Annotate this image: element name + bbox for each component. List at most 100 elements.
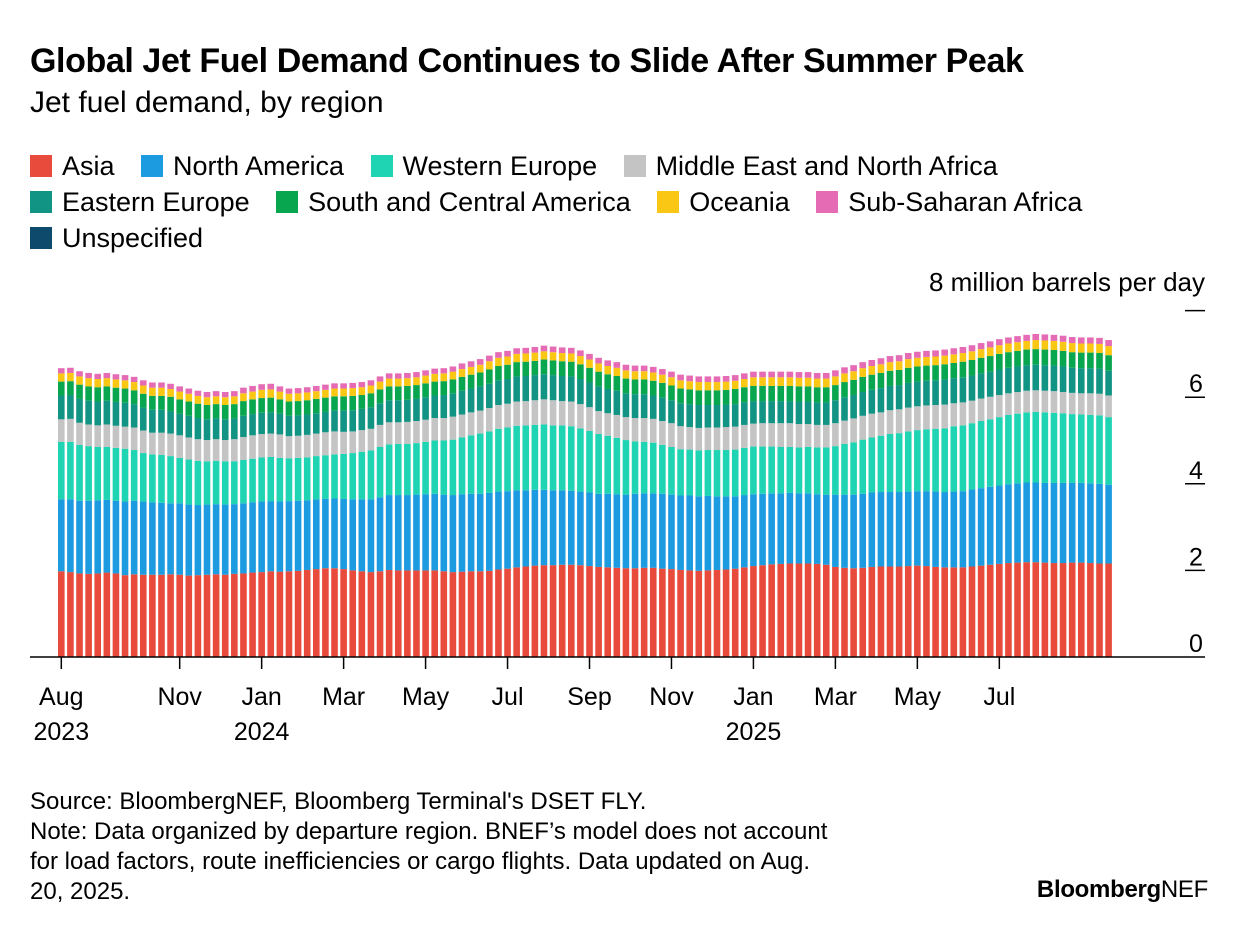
bar-segment-sub-saharan-africa <box>67 367 74 373</box>
bar-segment-asia <box>1059 563 1067 657</box>
bar-segment-eastern-europe <box>221 419 229 441</box>
bar-segment-south-and-central-america <box>604 374 612 389</box>
bar-segment-south-and-central-america <box>1105 355 1112 371</box>
bar-segment-south-and-central-america <box>704 390 712 405</box>
bar-segment-eastern-europe <box>431 395 438 418</box>
bar-segment-north-america <box>595 493 602 567</box>
bar-segment-oceania <box>367 385 375 394</box>
bar-segment-south-and-central-america <box>613 375 621 391</box>
bar-segment-eastern-europe <box>677 403 684 427</box>
bar-segment-western-europe <box>741 447 748 496</box>
bar-segment-sub-saharan-africa <box>504 350 511 357</box>
bar-segment-middle-east-and-north-africa <box>531 400 539 425</box>
bar-segment-asia <box>895 566 903 657</box>
bar-segment-eastern-europe <box>586 382 593 408</box>
bar-segment-asia <box>486 570 493 657</box>
bar-segment-western-europe <box>677 449 684 496</box>
bar-segment-asia <box>750 566 757 657</box>
bar-segment-north-america <box>58 499 65 572</box>
bar-segment-middle-east-and-north-africa <box>495 404 502 429</box>
bar-segment-asia <box>58 571 65 657</box>
bar-segment-north-america <box>877 492 885 567</box>
bar-segment-western-europe <box>1023 412 1030 483</box>
bar-segment-north-america <box>404 495 411 571</box>
bar-segment-sub-saharan-africa <box>58 368 65 374</box>
bar-segment-north-america <box>267 501 275 572</box>
bar-segment-middle-east-and-north-africa <box>194 439 202 461</box>
bar-segment-south-and-central-america <box>640 379 648 395</box>
bar-segment-south-and-central-america <box>914 366 921 382</box>
bar-segment-asia <box>577 565 584 657</box>
bar-segment-south-and-central-america <box>731 388 739 405</box>
bar-segment-asia <box>567 564 575 657</box>
x-tick-label-month: May <box>402 683 450 711</box>
bar-segment-sub-saharan-africa <box>577 350 584 357</box>
bar-segment-eastern-europe <box>149 409 156 433</box>
bar-segment-north-america <box>394 495 402 571</box>
bar-segment-oceania <box>577 356 584 365</box>
bar-segment-south-and-central-america <box>67 381 74 396</box>
bar-segment-middle-east-and-north-africa <box>613 414 621 438</box>
bar-segment-oceania <box>659 374 666 383</box>
bar-segment-south-and-central-america <box>923 365 930 381</box>
bar-segment-south-and-central-america <box>759 385 766 402</box>
legend-swatch <box>30 191 52 213</box>
bar-segment-eastern-europe <box>832 400 839 424</box>
bar-segment-western-europe <box>822 447 830 495</box>
bar-segment-north-america <box>212 504 220 575</box>
bar-segment-sub-saharan-africa <box>340 383 347 389</box>
bar-segment-eastern-europe <box>486 383 493 409</box>
bar-segment-north-america <box>704 495 712 571</box>
bar-segment-south-and-central-america <box>540 359 548 375</box>
bar-segment-asia <box>121 575 129 657</box>
bar-segment-sub-saharan-africa <box>604 360 612 367</box>
bar-segment-north-america <box>231 504 238 574</box>
bar-segment-oceania <box>322 389 329 398</box>
bar-segment-middle-east-and-north-africa <box>968 400 976 424</box>
bar-segment-western-europe <box>777 447 785 494</box>
bar-segment-middle-east-and-north-africa <box>868 413 876 438</box>
bar-segment-eastern-europe <box>1014 366 1021 393</box>
bar-segment-oceania <box>358 387 366 396</box>
bar-segment-south-and-central-america <box>422 383 429 398</box>
bar-segment-middle-east-and-north-africa <box>932 404 939 429</box>
bar-segment-middle-east-and-north-africa <box>904 407 912 432</box>
bar-segment-eastern-europe <box>1041 365 1049 391</box>
bar-segment-eastern-europe <box>121 402 129 427</box>
bar-segment-oceania <box>868 366 876 375</box>
bar-segment-oceania <box>686 381 693 390</box>
bar-segment-sub-saharan-africa <box>850 365 857 372</box>
bar-segment-north-america <box>221 504 229 575</box>
bar-segment-middle-east-and-north-africa <box>841 420 848 444</box>
bar-segment-oceania <box>139 385 147 394</box>
bar-segment-eastern-europe <box>695 404 703 428</box>
bar-segment-eastern-europe <box>731 404 739 427</box>
bar-segment-asia <box>558 564 566 657</box>
bar-segment-eastern-europe <box>231 418 238 440</box>
bar-segment-south-and-central-america <box>313 398 320 414</box>
bar-segment-south-and-central-america <box>595 371 602 387</box>
bar-segment-sub-saharan-africa <box>303 387 311 393</box>
bar-segment-western-europe <box>67 441 74 500</box>
bar-segment-south-and-central-america <box>486 369 493 384</box>
bar-segment-western-europe <box>1077 414 1085 483</box>
bar-segment-western-europe <box>686 449 693 496</box>
bar-segment-asia <box>103 572 111 657</box>
bar-segment-asia <box>1023 562 1030 657</box>
bar-segment-sub-saharan-africa <box>977 343 985 350</box>
y-tick-label: 0 <box>1189 630 1203 658</box>
bar-segment-north-america <box>486 492 493 571</box>
legend-item-western-europe: Western Europe <box>370 148 597 184</box>
bar-segment-western-europe <box>331 454 338 499</box>
bar-segment-oceania <box>859 368 867 377</box>
bar-segment-south-and-central-america <box>567 361 575 377</box>
bar-segment-oceania <box>759 377 766 386</box>
bar-segment-oceania <box>522 353 530 362</box>
bar-segment-middle-east-and-north-africa <box>1014 392 1021 414</box>
bar-segment-asia <box>832 566 839 657</box>
legend-item-north-america: North America <box>140 148 344 184</box>
bar-segment-south-and-central-america <box>1005 352 1012 368</box>
bar-segment-middle-east-and-north-africa <box>813 424 821 448</box>
bar-segment-western-europe <box>385 444 393 496</box>
bar-segment-north-america <box>904 491 912 567</box>
